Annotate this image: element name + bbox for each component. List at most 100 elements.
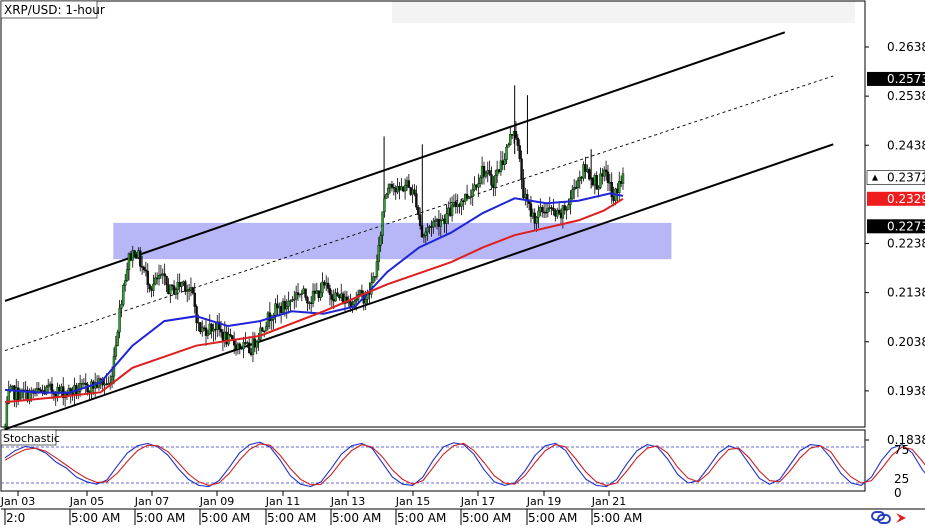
candle-up xyxy=(495,169,499,176)
candle-up xyxy=(439,220,442,227)
candle-down xyxy=(195,306,198,324)
candle-down xyxy=(488,170,491,175)
candle-down xyxy=(261,327,264,332)
candle-down xyxy=(606,171,610,183)
candle-up xyxy=(201,327,204,333)
candle-up xyxy=(355,299,358,302)
candle-down xyxy=(135,257,138,259)
candle-up xyxy=(18,397,22,401)
candle-up xyxy=(270,319,273,322)
candle-down xyxy=(557,209,561,214)
candle-up xyxy=(180,282,183,287)
stochastic-tick-label: 75 xyxy=(894,443,909,457)
stochastic-panel-frame xyxy=(0,429,866,492)
candle-up xyxy=(264,326,268,332)
date-label: Jan 17 xyxy=(460,495,495,508)
price-tick-label: 0.1938 xyxy=(887,384,925,398)
candle-down xyxy=(330,294,334,300)
candle-up xyxy=(319,292,322,298)
candle-up xyxy=(509,134,512,145)
candle-down xyxy=(219,329,223,333)
candle-up xyxy=(503,159,506,165)
moving-average-line-2 xyxy=(4,197,624,404)
date-label: Jan 05 xyxy=(69,495,104,508)
price-tick-label: 0.1838 xyxy=(887,433,925,447)
candle-up xyxy=(321,281,324,294)
red-arrow-icon[interactable] xyxy=(896,513,906,523)
candle-up xyxy=(242,342,245,350)
price-panel-frame xyxy=(0,0,866,428)
candle-up xyxy=(45,386,48,395)
candle-up xyxy=(120,304,123,309)
candle-up xyxy=(484,172,488,177)
candle-down xyxy=(50,383,54,392)
candle-up xyxy=(479,177,482,184)
candle-down xyxy=(146,270,149,285)
date-label: Jan 21 xyxy=(591,495,626,508)
candle-up xyxy=(122,285,125,305)
price-badge-box xyxy=(866,170,925,185)
candle-up xyxy=(432,221,435,228)
time-label: 5:00 AM xyxy=(528,511,577,525)
date-label: Jan 03 xyxy=(0,495,35,508)
date-label: Jan 07 xyxy=(134,495,169,508)
candle-up xyxy=(505,146,508,160)
candle-up xyxy=(227,333,230,345)
candle-up xyxy=(334,292,337,302)
candle-down xyxy=(518,145,521,159)
candle-up xyxy=(377,245,381,262)
time-label: 5:00 AM xyxy=(136,511,185,525)
stochastic-tick-label: 0 xyxy=(894,486,902,500)
candle-up xyxy=(471,189,474,197)
candle-down xyxy=(165,275,168,285)
price-badge-box xyxy=(867,71,925,86)
candle-down xyxy=(541,207,544,213)
price-badge-box xyxy=(867,191,925,206)
candle-up xyxy=(460,200,463,207)
refresh-icon[interactable] xyxy=(871,511,891,524)
candle-up xyxy=(20,389,24,399)
candle-up xyxy=(403,185,407,192)
candle-up xyxy=(47,385,50,388)
candle-up xyxy=(353,300,356,305)
date-label: Jan 13 xyxy=(330,495,365,508)
candle-down xyxy=(148,284,151,290)
candle-down xyxy=(584,164,587,173)
candle-up xyxy=(293,298,296,301)
candle-down xyxy=(238,343,242,348)
candle-down xyxy=(263,330,266,333)
candle-up xyxy=(124,280,127,286)
price-badge-label: 0.2273 xyxy=(887,219,925,233)
candle-down xyxy=(417,206,420,215)
price-badge-label: 0.2573 xyxy=(887,72,925,86)
time-label: 5:00 AM xyxy=(593,511,642,525)
candle-down xyxy=(144,269,148,272)
candle-down xyxy=(529,203,533,217)
candle-down xyxy=(390,184,394,188)
candle-down xyxy=(328,288,332,295)
candle-up xyxy=(285,306,288,310)
candle-up xyxy=(3,426,7,429)
candle-down xyxy=(604,169,608,173)
chart-title: XRP/USD: 1-hour xyxy=(4,3,105,17)
candle-down xyxy=(392,187,396,189)
candle-down xyxy=(163,273,166,277)
candle-down xyxy=(544,211,548,214)
candle-down xyxy=(199,322,202,333)
candle-down xyxy=(170,284,174,287)
candle-up xyxy=(125,269,129,281)
candle-up xyxy=(274,303,277,316)
candle-up xyxy=(597,187,600,190)
range-zone xyxy=(113,222,672,260)
date-label: Jan 15 xyxy=(395,495,430,508)
stochastic-tick-label: 25 xyxy=(894,472,909,486)
candle-down xyxy=(587,169,591,180)
candle-down xyxy=(84,382,87,385)
candle-down xyxy=(99,378,102,381)
candle-up xyxy=(157,275,161,280)
time-label: 2:0 xyxy=(6,511,25,525)
candle-up xyxy=(499,160,503,172)
price-tick-label: 0.2438 xyxy=(887,138,925,152)
candle-up xyxy=(507,144,510,148)
candle-down xyxy=(490,174,493,186)
